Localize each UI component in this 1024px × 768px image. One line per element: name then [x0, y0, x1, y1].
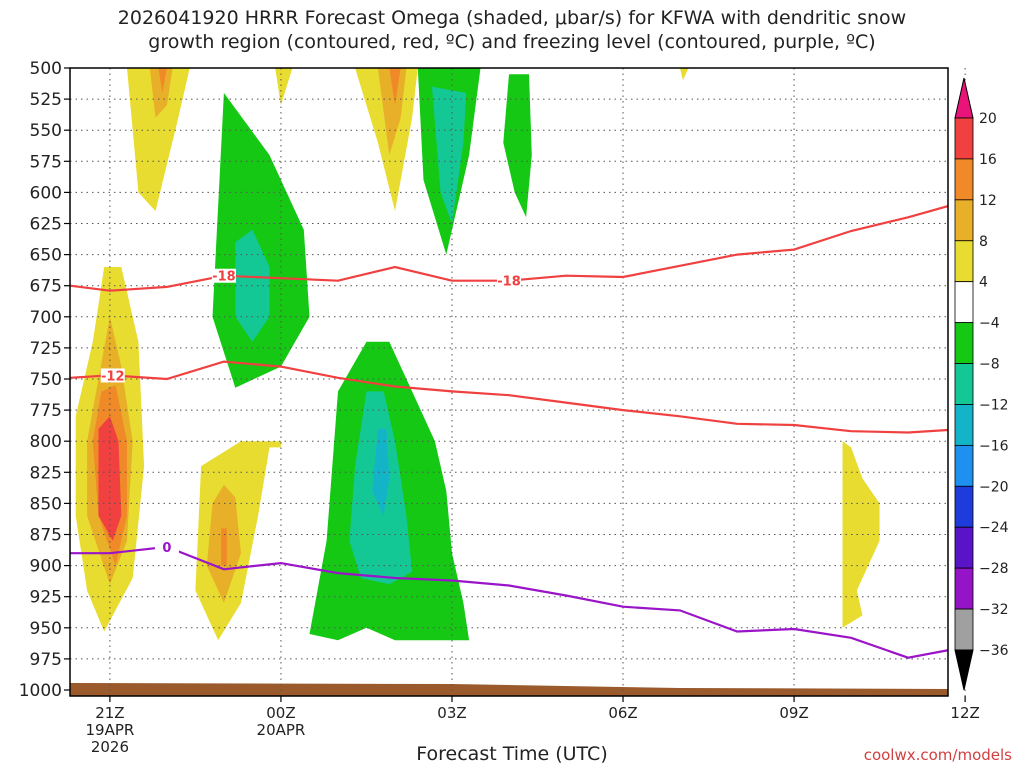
- colorbar: 20 16 12 8 4 −4 −8 −12 −16 −20 −24 −28 −32 −36: [954, 77, 1009, 691]
- colorbar-label-0: 20: [979, 111, 997, 127]
- x-tick-label-4-0: 09Z: [779, 704, 808, 722]
- contour-label-bg-2: [100, 368, 125, 383]
- omega-region-23: [842, 441, 880, 628]
- x-tick-label-0-0: 21Z: [95, 704, 124, 722]
- y-tick-label-5: 625: [30, 215, 62, 235]
- y-tick-label-11: 775: [30, 401, 62, 421]
- x-tick-label-3-0: 06Z: [608, 704, 637, 722]
- colorbar-label-4: 4: [979, 275, 988, 291]
- colorbar-label-5: −4: [979, 316, 1000, 332]
- omega-region-5: [377, 68, 407, 156]
- chart-title: 2026041920 HRRR Forecast Omega (shaded, …: [117, 7, 907, 53]
- y-tick-label-7: 675: [30, 277, 62, 297]
- colorbar-label-6: −8: [979, 357, 1000, 373]
- contour-labels: -18 -18 -12 0: [100, 268, 521, 556]
- y-tick-label-16: 900: [30, 557, 62, 577]
- y-tick-label-2: 550: [30, 121, 62, 141]
- contour-label-2: -12: [101, 369, 125, 384]
- omega-region-6: [389, 68, 401, 106]
- credit-text: coolwx.com/models: [863, 746, 1012, 764]
- plot-frame: [69, 67, 949, 697]
- terrain-fill: [70, 683, 948, 696]
- y-tick-label-4: 600: [30, 183, 62, 203]
- colorbar-bin-1: [954, 117, 974, 160]
- gridlines: [70, 68, 966, 696]
- colorbar-label-2: 12: [979, 193, 997, 209]
- y-tick-label-18: 950: [30, 619, 62, 639]
- colorbar-label-13: −36: [979, 643, 1009, 659]
- colorbar-bin-9: [954, 444, 974, 487]
- contour-label-0: -18: [212, 270, 236, 285]
- y-tick-label-19: 975: [30, 650, 62, 670]
- omega-region-9: [432, 86, 467, 224]
- colorbar-top-arrow: [954, 77, 974, 119]
- colorbar-label-7: −12: [979, 397, 1009, 413]
- colorbar-bin-4: [954, 240, 974, 283]
- omega-region-22: [372, 428, 390, 516]
- y-tick-label-10: 750: [30, 370, 62, 390]
- y-axis: 500 525 550 575 600 625 650 675 700 725 750 775 800 8…: [19, 59, 70, 701]
- y-tick-label-8: 700: [30, 308, 62, 328]
- y-tick-label-17: 925: [30, 588, 62, 608]
- colorbar-label-11: −28: [979, 561, 1009, 577]
- contour-label-1: -18: [497, 275, 521, 290]
- contour-line-1: [70, 360, 948, 434]
- x-tick-label-2-0: 03Z: [437, 704, 466, 722]
- x-tick-label-0-2: 2026: [91, 738, 129, 756]
- y-tick-label-13: 825: [30, 463, 62, 483]
- y-tick-label-12: 800: [30, 432, 62, 452]
- colorbar-bin-2: [954, 158, 974, 201]
- contour-label-bg-3: [154, 539, 179, 554]
- colorbar-label-10: −24: [979, 520, 1009, 536]
- colorbar-bin-11: [954, 526, 974, 569]
- colorbar-label-3: 8: [979, 234, 988, 250]
- y-tick-label-0: 500: [30, 59, 62, 79]
- x-tick-label-1-0: 00Z: [266, 704, 295, 722]
- colorbar-label-9: −20: [979, 479, 1009, 495]
- contour-label-3: 0: [162, 541, 171, 556]
- omega-shading: [75, 68, 1024, 641]
- colorbar-bin-13: [954, 608, 974, 651]
- y-tick-label-9: 725: [30, 339, 62, 359]
- x-tick-label-1-1: 20APR: [257, 721, 306, 739]
- y-tick-label-15: 875: [30, 526, 62, 546]
- x-axis-label: Forecast Time (UTC): [416, 743, 608, 765]
- terrain-strip: [70, 683, 948, 696]
- contour-label-bg-0: [211, 268, 236, 283]
- omega-region-1: [149, 68, 173, 118]
- y-tick-label-6: 650: [30, 246, 62, 266]
- colorbar-bin-10: [954, 485, 974, 528]
- omega-region-0: [127, 68, 190, 212]
- omega-region-16: [98, 416, 122, 541]
- x-tick-label-5-0: 12Z: [950, 704, 979, 722]
- y-tick-label-20: 1000: [19, 681, 62, 701]
- colorbar-label-12: −32: [979, 602, 1009, 618]
- contour-label-bg-1: [497, 273, 521, 288]
- colorbar-bin-7: [954, 363, 974, 405]
- contour-line-2: [70, 545, 948, 659]
- colorbar-bottom-arrow: [954, 649, 974, 691]
- y-tick-label-3: 575: [30, 152, 62, 172]
- x-tick-label-0-1: 19APR: [85, 721, 134, 739]
- omega-region-3: [275, 68, 293, 106]
- omega-region-19: [221, 528, 227, 566]
- y-tick-label-1: 525: [30, 90, 62, 110]
- colorbar-bin-5: [954, 281, 974, 324]
- y-tick-label-14: 850: [30, 494, 62, 514]
- colorbar-bin-3: [954, 199, 974, 242]
- colorbar-label-8: −16: [979, 438, 1009, 454]
- colorbar-label-1: 16: [979, 152, 997, 168]
- omega-region-24: [965, 112, 1024, 336]
- omega-region-7: [680, 68, 689, 81]
- colorbar-bin-8: [954, 404, 974, 446]
- omega-region-10: [503, 74, 532, 218]
- omega-region-2: [158, 68, 167, 93]
- colorbar-bin-6: [954, 322, 974, 364]
- colorbar-bin-12: [954, 567, 974, 610]
